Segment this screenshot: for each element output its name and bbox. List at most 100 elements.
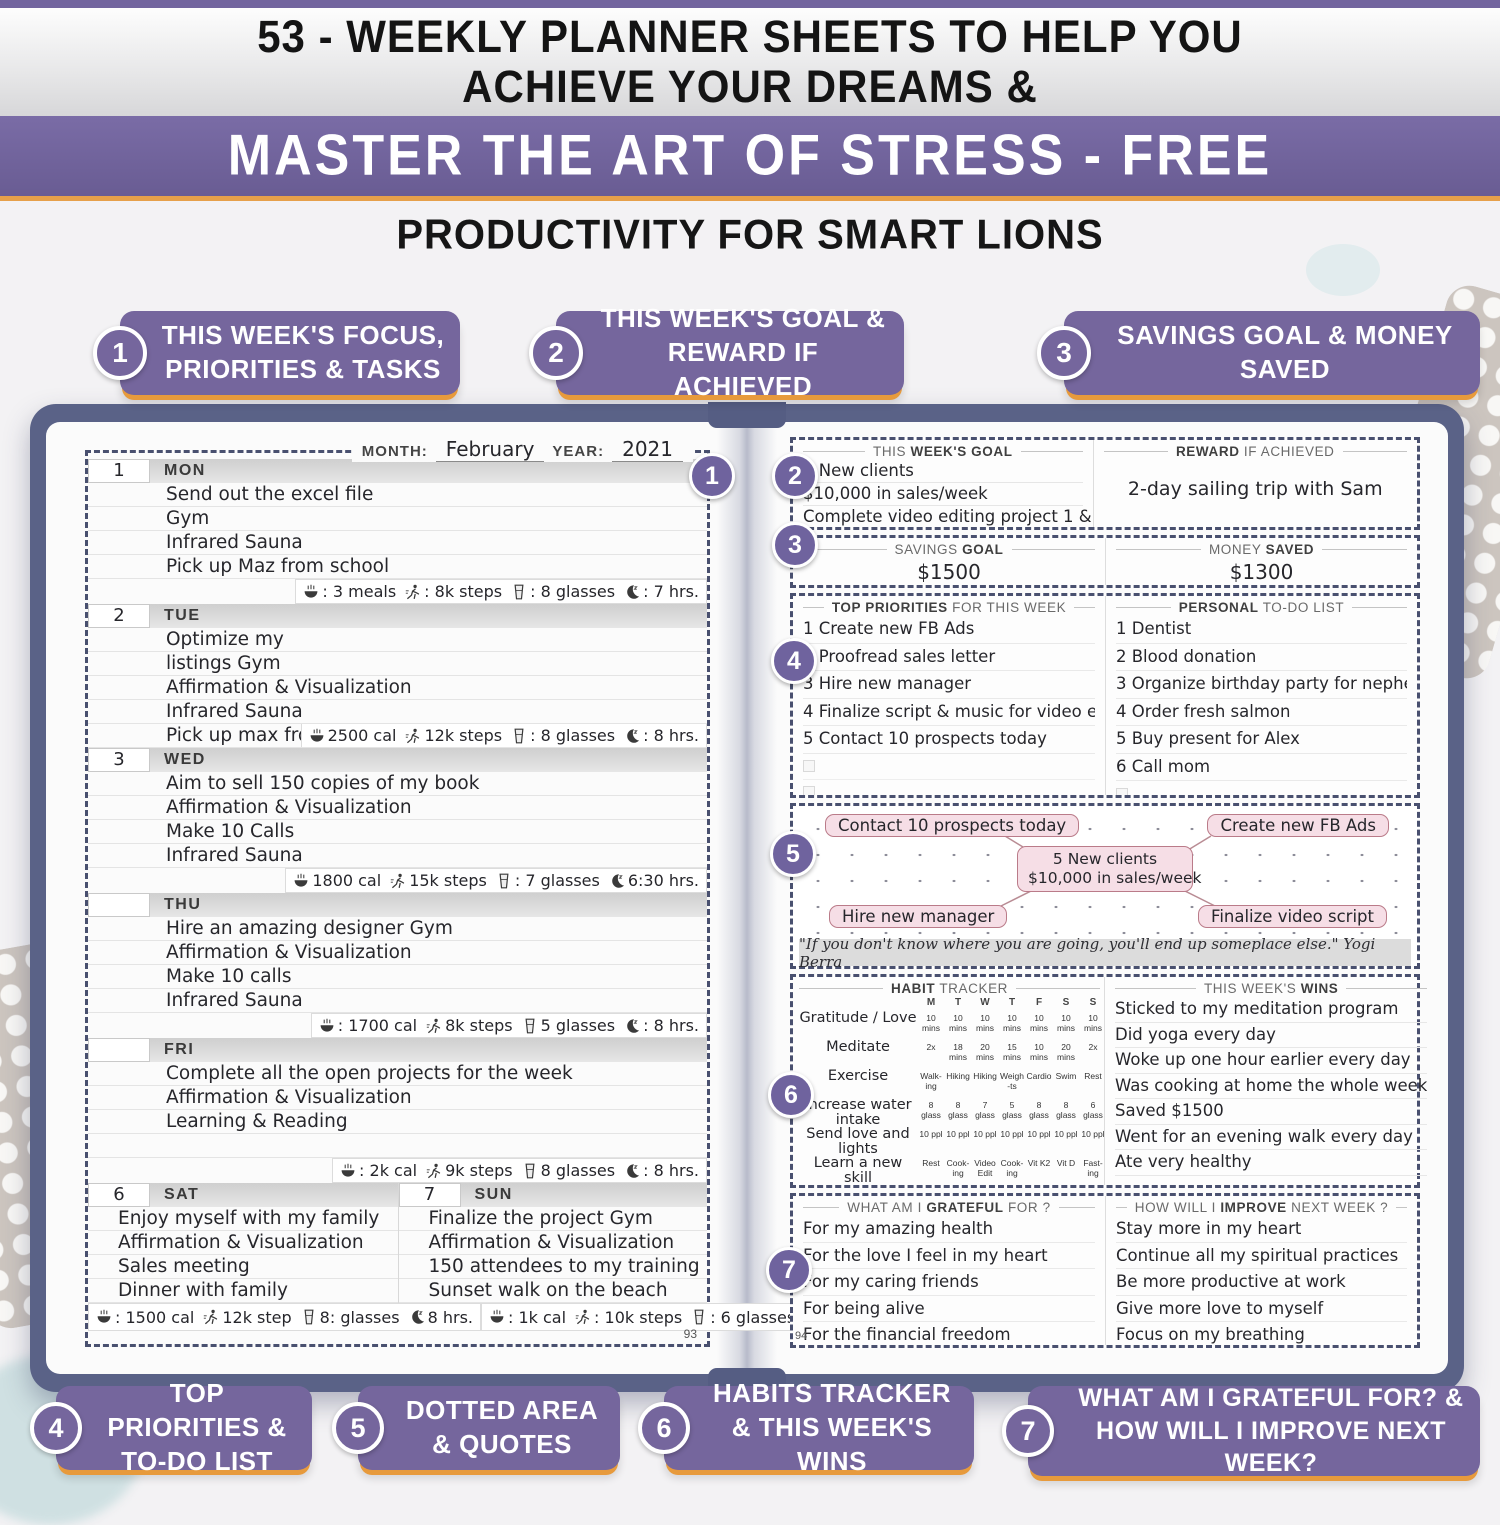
day-letter: W bbox=[980, 997, 990, 1008]
task: Pick up Maz from school bbox=[88, 555, 707, 579]
day-header: FRI bbox=[88, 1038, 707, 1062]
habit-tracker: HABIT TRACKER M T W T F S S Gratitude / … bbox=[793, 977, 1105, 1186]
improve-item: Be more productive at work bbox=[1116, 1269, 1407, 1296]
improve-item: Continue all my spiritual practices bbox=[1116, 1243, 1407, 1269]
meal-icon bbox=[489, 1309, 505, 1325]
banner-band: MASTER THE ART OF STRESS - FREE bbox=[0, 116, 1500, 196]
callout-3: SAVINGS GOAL & MONEY SAVED bbox=[1064, 311, 1480, 395]
water-value: : 7 glasses bbox=[514, 871, 600, 890]
sleep-value: : 8 hrs. bbox=[643, 1161, 699, 1180]
grateful-improve-box: WHAT AM I GRATEFUL FOR ? For my amazing … bbox=[790, 1193, 1420, 1348]
habit-value: 20 mins bbox=[976, 1042, 994, 1062]
page-badge-4: 4 bbox=[771, 638, 817, 684]
todo-item: 3 Organize birthday party for nephew bbox=[1116, 671, 1407, 699]
callout-7-label: WHAT AM I GRATEFUL FOR? & HOW WILL I IMP… bbox=[1078, 1384, 1464, 1478]
sleep-icon bbox=[624, 1018, 640, 1034]
grateful-item: For being alive bbox=[803, 1296, 1095, 1322]
callout-5-number: 5 bbox=[332, 1402, 384, 1454]
weekly-sheet-left: MONTH: February YEAR: 2021 1 MON Send ou… bbox=[85, 437, 903, 1347]
todo-item: 6 Call mom bbox=[1116, 754, 1407, 781]
grateful-item: For my amazing health bbox=[803, 1216, 1095, 1243]
goal-line: $10,000 in sales/week bbox=[803, 483, 1083, 506]
priority-item: 1 Create new FB Ads bbox=[803, 616, 1095, 644]
callout-2-number: 2 bbox=[529, 326, 583, 380]
task: Finalize the project Gym bbox=[398, 1207, 707, 1231]
steps-icon bbox=[426, 1018, 442, 1034]
subtitle: PRODUCTIVITY FOR SMART LIONS bbox=[396, 211, 1104, 258]
priorities-header: TOP PRIORITIES FOR THIS WEEK bbox=[803, 598, 1095, 616]
day-header: THU bbox=[88, 893, 707, 917]
day-stats: 1800 cal 15k steps : 7 glasses 6:30 hrs. bbox=[88, 868, 707, 893]
todo-item: 1 Dentist bbox=[1116, 616, 1407, 644]
steps-icon bbox=[390, 873, 406, 889]
habit-value: Hiking bbox=[946, 1071, 970, 1081]
habit-label: Send love and lights bbox=[806, 1126, 910, 1157]
water-icon bbox=[301, 1309, 317, 1325]
day-name: WED bbox=[150, 748, 707, 772]
callout-1: THIS WEEK'S FOCUS, PRIORITIES & TASKS bbox=[120, 311, 460, 395]
day-number: 1 bbox=[88, 459, 150, 483]
weekend-row: 6 SAT Enjoy myself with my family Affirm… bbox=[88, 1183, 707, 1303]
task: Enjoy myself with my family bbox=[88, 1207, 398, 1231]
steps-icon bbox=[405, 728, 421, 744]
meals-value: 2500 cal bbox=[327, 726, 397, 745]
day-number: 3 bbox=[88, 748, 150, 772]
day-letter: M bbox=[926, 997, 936, 1008]
steps-icon bbox=[203, 1309, 219, 1325]
callout-6-number: 6 bbox=[638, 1402, 690, 1454]
savings-header: SAVINGS GOAL bbox=[803, 540, 1095, 558]
day-number: 6 bbox=[88, 1183, 150, 1207]
task: 150 attendees to my training bbox=[398, 1255, 707, 1279]
habit-tracker-header: HABIT TRACKER bbox=[799, 979, 1100, 997]
meal-icon bbox=[319, 1018, 335, 1034]
habit-value: 18 mins bbox=[949, 1042, 967, 1062]
win-item: Did yoga every day bbox=[1115, 1023, 1428, 1048]
habit-value: 2x bbox=[926, 1042, 936, 1052]
habit-value: Fast-ing bbox=[1083, 1158, 1103, 1178]
callout-1-label: THIS WEEK'S FOCUS, PRIORITIES & TASKS bbox=[161, 320, 445, 384]
sleep-value: : 7 hrs. bbox=[643, 582, 699, 601]
header-line1: 53 - WEEKLY PLANNER SHEETS TO HELP YOU bbox=[257, 11, 1243, 63]
task: Make 10 calls bbox=[88, 965, 707, 989]
habit-wins-box: HABIT TRACKER M T W T F S S Gratitude / … bbox=[790, 974, 1428, 1188]
sleep-icon bbox=[409, 1309, 425, 1325]
page-badge-7: 7 bbox=[766, 1247, 812, 1293]
day-name: SUN bbox=[460, 1183, 707, 1207]
month-value: February bbox=[435, 437, 545, 462]
day-number bbox=[88, 893, 150, 917]
improve-item: Stay more in my heart bbox=[1116, 1216, 1407, 1243]
meal-icon bbox=[340, 1163, 356, 1179]
steps-value: : 8k steps bbox=[424, 582, 503, 601]
goal-header: THIS WEEK'S GOAL bbox=[803, 442, 1083, 460]
water-value: : 8 glasses bbox=[530, 726, 616, 745]
header-line2: ACHIEVE YOUR DREAMS & bbox=[462, 61, 1038, 112]
sleep-icon bbox=[624, 584, 640, 600]
day-header: 3 WED bbox=[88, 748, 707, 772]
callout-4-label: TOP PRIORITIES & TO-DO LIST bbox=[107, 1378, 287, 1476]
task: Learning & Reading bbox=[88, 1110, 707, 1134]
day-name: TUE bbox=[150, 604, 707, 628]
task: Send out the excel file bbox=[88, 483, 707, 507]
day-header: 2 TUE bbox=[88, 604, 707, 628]
priority-item: 4 Finalize script & music for video edit… bbox=[803, 699, 1095, 726]
callout-2-label: THIS WEEK'S GOAL & REWARD IF ACHIEVED bbox=[600, 303, 886, 401]
habit-value: 8 glass bbox=[1029, 1100, 1049, 1120]
checkbox-icon bbox=[803, 760, 815, 772]
dotted-mindmap: Contact 10 prospects today Create new FB… bbox=[793, 806, 1417, 936]
sleep-value: 6:30 hrs. bbox=[627, 871, 699, 890]
task: Dinner with family bbox=[88, 1279, 398, 1303]
empty-priority-row bbox=[803, 780, 1095, 795]
habit-value: 8 glass bbox=[921, 1100, 941, 1120]
meal-icon bbox=[309, 728, 325, 744]
day-section-sat: 6 SAT Enjoy myself with my family Affirm… bbox=[88, 1183, 398, 1303]
habit-label: Gratitude / Love bbox=[799, 1010, 917, 1026]
sleep-icon bbox=[609, 873, 625, 889]
sleep-value: 8 hrs. bbox=[427, 1307, 473, 1327]
savings-money-box: SAVINGS GOAL $1500 MONEY SAVED $1300 bbox=[790, 535, 1420, 588]
habit-value: 10 ppl bbox=[1000, 1129, 1024, 1139]
task: Affirmation & Visualization bbox=[88, 941, 707, 965]
bubble-bottom-right: Finalize video script bbox=[1198, 905, 1387, 928]
win-item: Saved $1500 bbox=[1115, 1099, 1428, 1125]
todo-item: 2 Blood donation bbox=[1116, 644, 1407, 671]
task bbox=[88, 1134, 707, 1158]
